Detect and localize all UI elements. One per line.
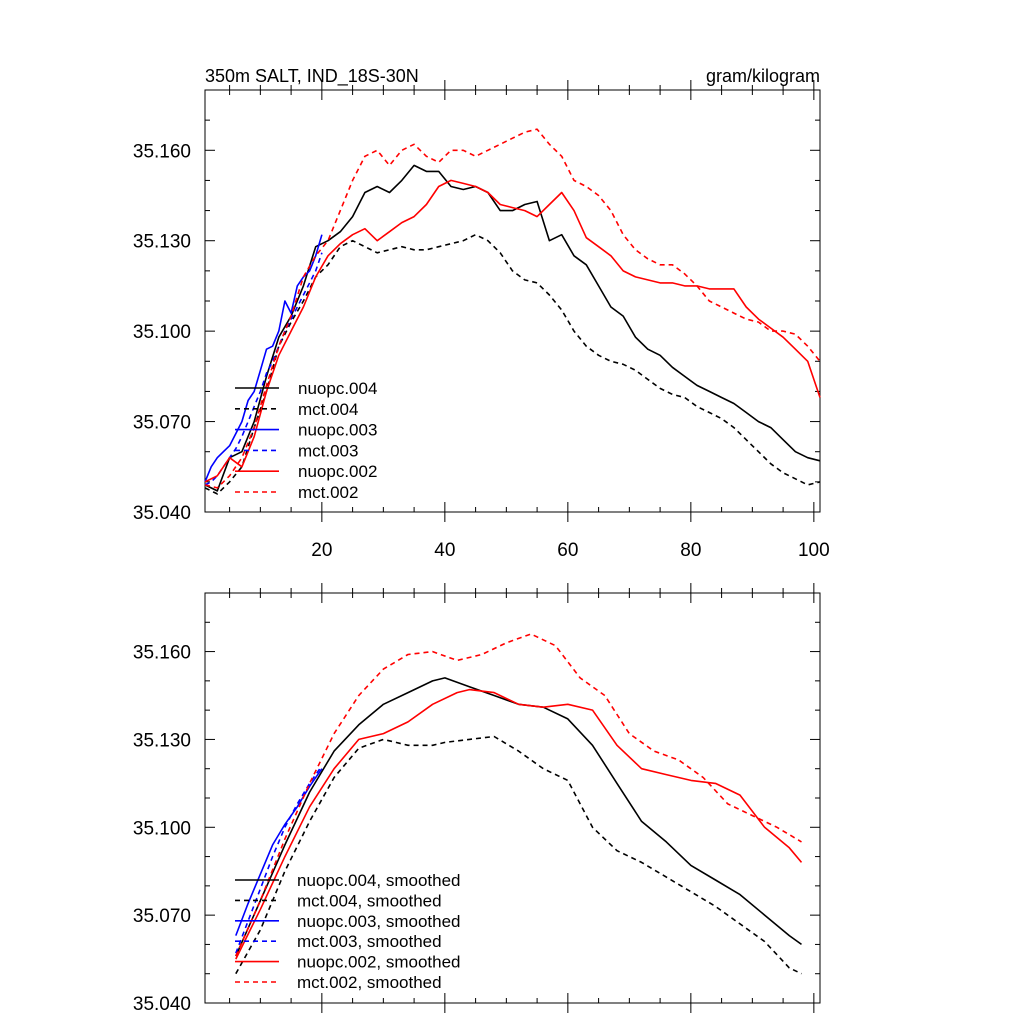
x-tick-label: 100 xyxy=(798,540,830,561)
y-tick-label: 35.130 xyxy=(133,730,191,751)
series-line-nuopc-002 xyxy=(204,179,821,483)
y-tick-label: 35.100 xyxy=(133,818,191,839)
series-line-nuopc-002-smoothed xyxy=(235,688,803,960)
legend-label: mct.003, smoothed xyxy=(297,932,442,951)
y-tick-label: 35.070 xyxy=(133,413,191,434)
legend-label: nuopc.004, smoothed xyxy=(297,871,461,890)
series-line-nuopc-003 xyxy=(204,234,323,483)
legend-label: mct.003 xyxy=(298,441,358,460)
legend-label: mct.002 xyxy=(298,483,358,502)
top-panel: 350m SALT, IND_18S-30N gram/kilogram 35.… xyxy=(133,66,830,561)
x-tick-label: 20 xyxy=(311,540,332,561)
legend-label: nuopc.004 xyxy=(298,379,377,398)
chart-title: 350m SALT, IND_18S-30N xyxy=(205,66,419,87)
x-tick-label: 80 xyxy=(680,540,701,561)
series-line-mct-004-smoothed xyxy=(235,735,802,975)
series-line-mct-004 xyxy=(204,233,821,495)
series-line-mct-002 xyxy=(204,128,821,489)
legend-label: mct.004 xyxy=(298,400,358,419)
bottom-panel: 35.040 35.070 35.100 35.130 35.160 nuopc.004,… xyxy=(133,583,821,1015)
y-tick-label: 35.040 xyxy=(133,994,191,1015)
legend-label: mct.002, smoothed xyxy=(297,973,442,992)
y-tick-label: 35.160 xyxy=(133,643,191,664)
legend-label: nuopc.003, smoothed xyxy=(297,912,461,931)
y-tick-label: 35.070 xyxy=(133,906,191,927)
legend-label: nuopc.003 xyxy=(298,421,377,440)
y-tick-label: 35.040 xyxy=(133,503,191,524)
series-line-mct-002-smoothed xyxy=(235,633,802,957)
y-tick-label: 35.160 xyxy=(133,141,191,162)
y-tick-label: 35.100 xyxy=(133,322,191,343)
y-tick-label: 35.130 xyxy=(133,232,191,253)
x-tick-label: 60 xyxy=(557,540,578,561)
legend-label: nuopc.002, smoothed xyxy=(297,953,461,972)
x-tick-label: 40 xyxy=(434,540,455,561)
legend-label: nuopc.002 xyxy=(298,462,377,481)
units-label: gram/kilogram xyxy=(706,66,820,86)
legend-label: mct.004, smoothed xyxy=(297,891,442,910)
